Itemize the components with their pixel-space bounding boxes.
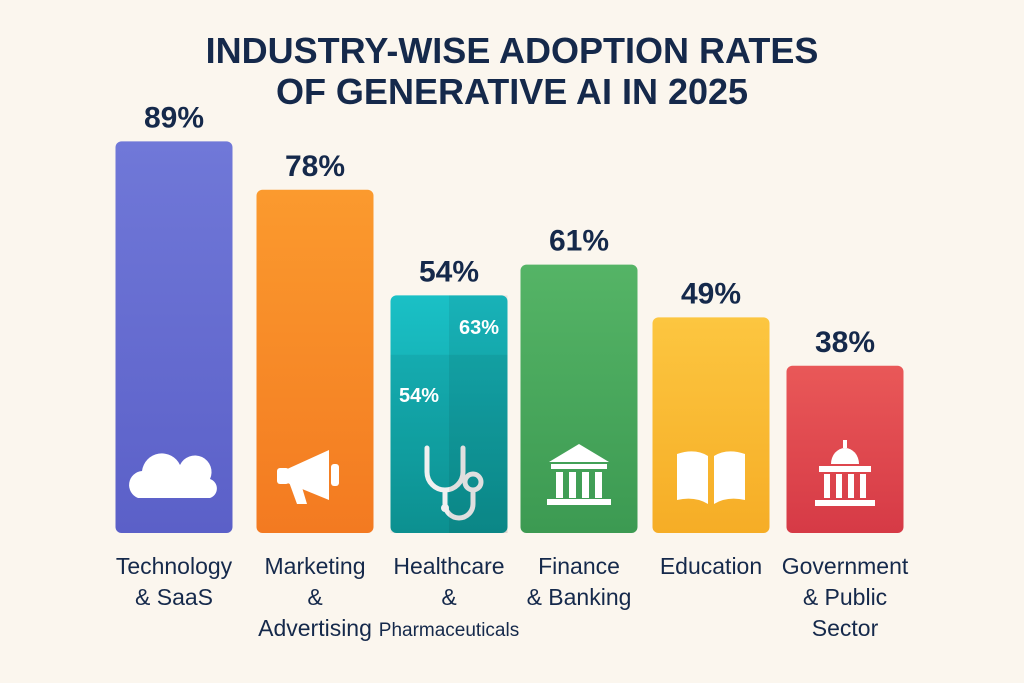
category-label-megaphone-line-1: Marketing xyxy=(265,553,366,579)
bar-cloud xyxy=(115,141,233,533)
category-label-megaphone-line-2: & xyxy=(307,584,322,610)
category-label-capitol-line-3: Sector xyxy=(812,615,879,641)
value-label-bank: 61% xyxy=(549,225,609,258)
capitol-icon xyxy=(815,440,875,506)
value-label-megaphone: 78% xyxy=(285,150,345,183)
category-label-stethoscope-line-2: & xyxy=(441,584,456,610)
category-label-bank-line-2: & Banking xyxy=(527,584,632,610)
annotation-healthcare-54: 54% xyxy=(399,385,439,407)
chart-title-line-2: OF GENERATIVE AI IN 2025 xyxy=(276,71,748,112)
bar-megaphone xyxy=(256,189,374,534)
bank-icon xyxy=(547,444,611,505)
value-label-cloud: 89% xyxy=(144,101,204,134)
megaphone-icon xyxy=(277,450,339,504)
healthcare-right-shade xyxy=(449,295,508,533)
book-icon xyxy=(677,451,745,504)
category-label-stethoscope-line-1: Healthcare xyxy=(393,553,504,579)
category-label-cloud-line-1: Technology xyxy=(116,553,233,579)
annotation-healthcare-63: 63% xyxy=(459,317,499,339)
category-label-bank-line-1: Finance xyxy=(538,553,620,579)
category-label-megaphone-line-3: Advertising xyxy=(258,615,372,641)
category-label-stethoscope-line-3: Pharmaceuticals xyxy=(379,620,519,641)
cloud-icon xyxy=(129,453,217,498)
bar-bank xyxy=(520,264,638,533)
value-label-stethoscope: 54% xyxy=(419,255,479,288)
healthcare-lower-shade xyxy=(390,354,508,533)
bar-book xyxy=(652,317,770,533)
category-label-cloud-line-2: & SaaS xyxy=(135,584,213,610)
stethoscope-icon xyxy=(424,445,484,521)
value-label-capitol: 38% xyxy=(815,326,875,359)
value-label-book: 49% xyxy=(681,277,741,310)
chart-title-line-1: INDUSTRY-WISE ADOPTION RATES xyxy=(206,30,819,71)
category-label-capitol-line-1: Government xyxy=(782,553,909,579)
category-label-capitol-line-2: & Public xyxy=(803,584,887,610)
category-label-book: Education xyxy=(660,553,762,579)
